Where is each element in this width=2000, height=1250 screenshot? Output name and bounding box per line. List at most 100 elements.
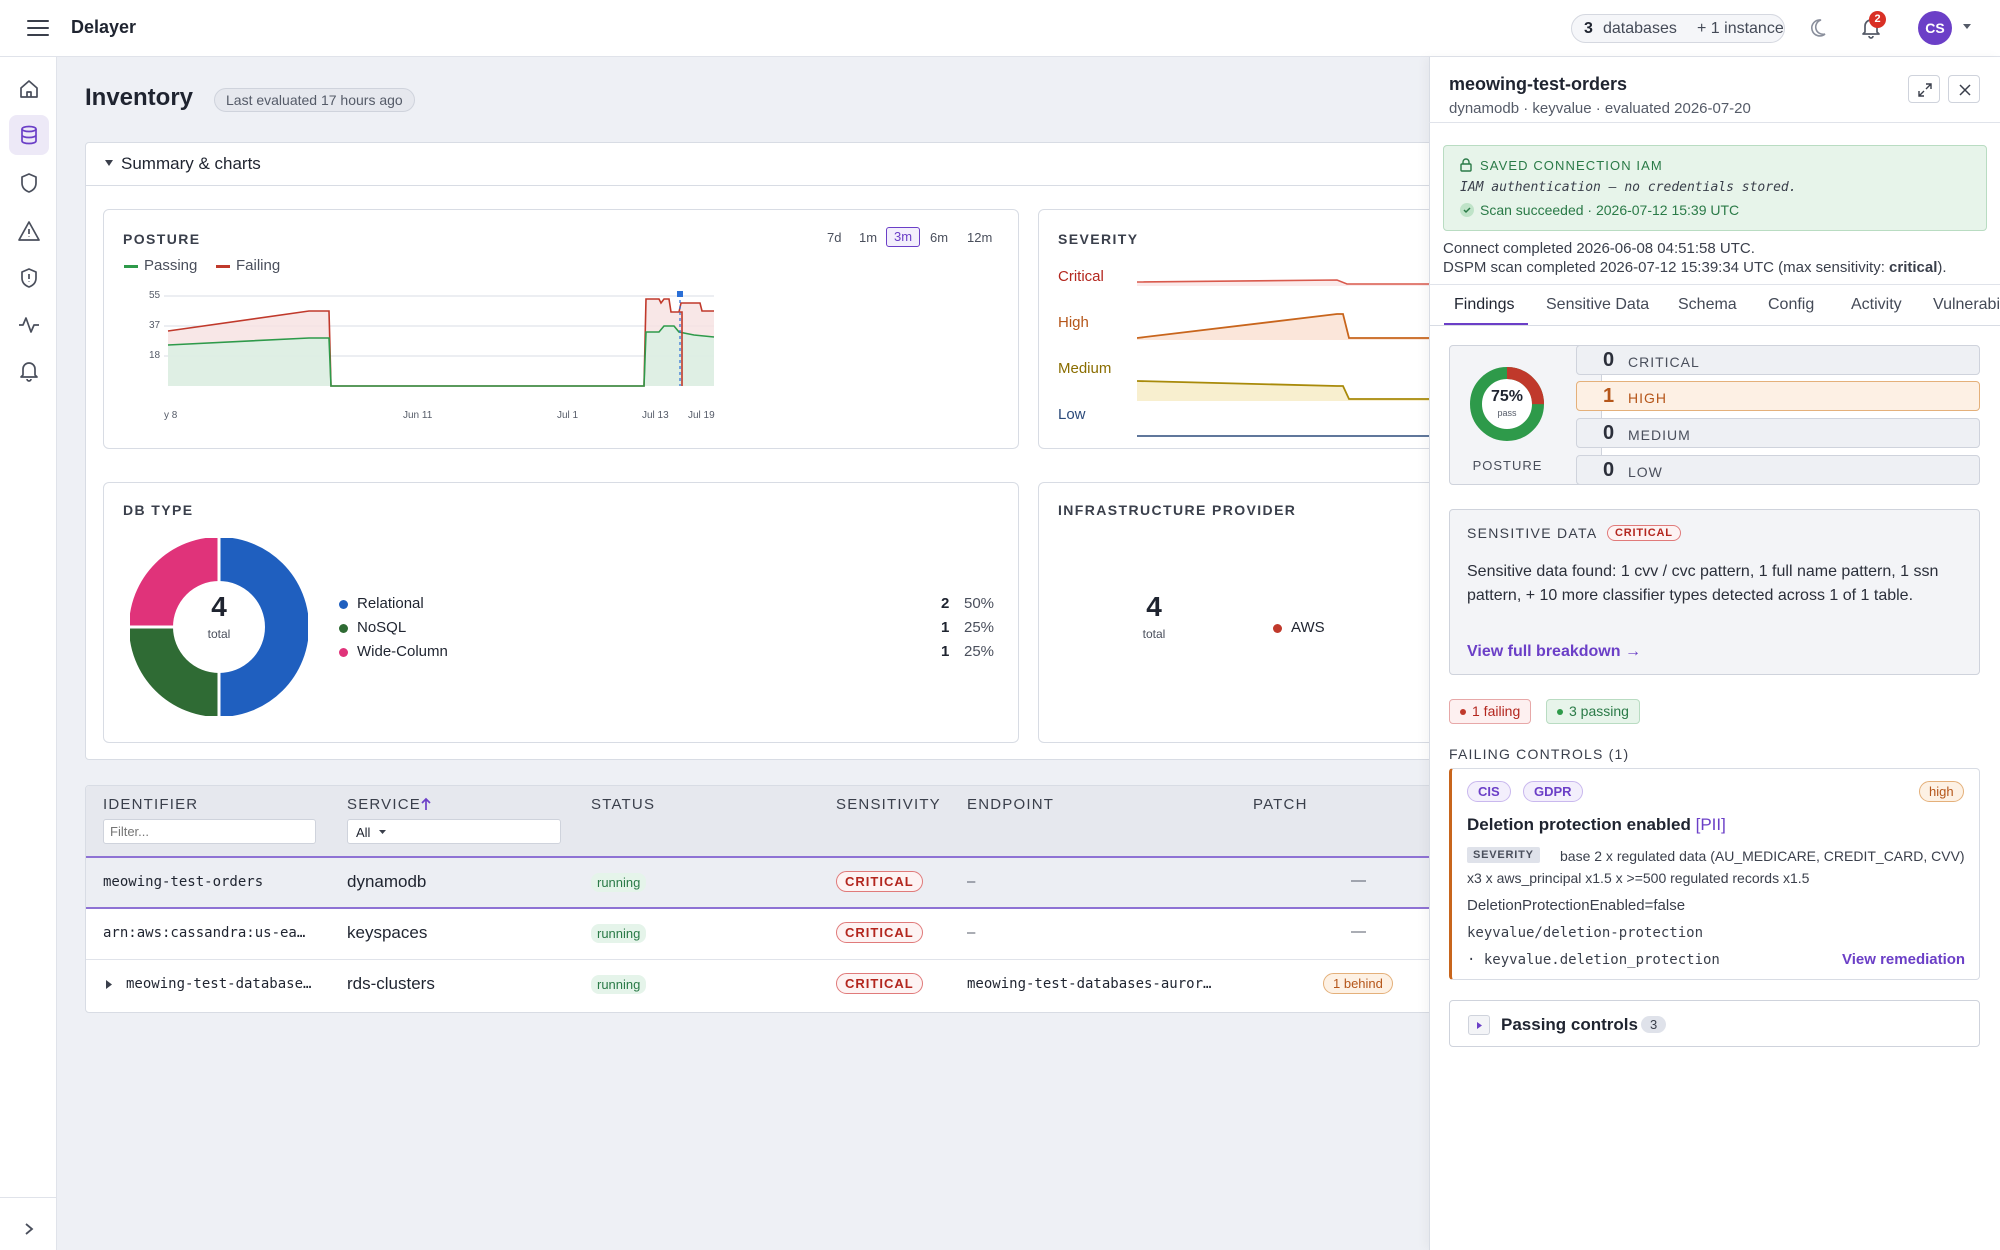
hover-marker xyxy=(677,291,683,297)
legend-aws: AWS xyxy=(1291,619,1325,636)
table-row[interactable]: meowing-test-orders dynamodb running CRI… xyxy=(86,856,1534,909)
activity-icon[interactable] xyxy=(9,305,49,345)
legend-passing: Passing xyxy=(144,257,198,274)
failing-dot xyxy=(1460,709,1466,715)
range-6m[interactable]: 6m xyxy=(930,230,949,245)
relational-count: 2 xyxy=(941,595,950,612)
view-remediation-link[interactable]: View remediation xyxy=(1842,951,1966,968)
chevron-down-icon[interactable] xyxy=(1963,24,1971,30)
moon-icon[interactable] xyxy=(1808,17,1828,39)
header-sensitivity[interactable]: SENSITIVITY xyxy=(836,796,941,813)
expand-button[interactable] xyxy=(1908,75,1940,103)
failing-control-card[interactable]: CIS GDPR high Deletion protection enable… xyxy=(1449,768,1980,980)
control-title-tag: [PII] xyxy=(1695,815,1726,834)
tab-sensitive-data[interactable]: Sensitive Data xyxy=(1546,296,1650,313)
relational-dot xyxy=(339,600,348,609)
control-check: DeletionProtectionEnabled=false xyxy=(1467,897,1686,914)
severity-high-row[interactable]: 1 HIGH xyxy=(1576,381,1980,411)
passing-controls-toggle[interactable]: Passing controls 3 xyxy=(1449,1000,1980,1047)
x-tick-1: Jun 11 xyxy=(403,410,433,421)
row-service: rds-clusters xyxy=(347,974,435,993)
patch-behind-badge: 1 behind xyxy=(1323,973,1393,994)
view-breakdown-link[interactable]: View full breakdown → xyxy=(1467,643,1641,660)
tab-activity[interactable]: Activity xyxy=(1851,296,1902,313)
sort-up-icon[interactable] xyxy=(420,797,432,811)
notification-badge: 2 xyxy=(1869,11,1886,28)
identifier-filter-input[interactable] xyxy=(103,819,316,844)
sidebar-divider xyxy=(0,1197,57,1198)
severity-medium-row[interactable]: 0 MEDIUM xyxy=(1576,418,1980,448)
passing-controls-title: Passing controls xyxy=(1501,1015,1638,1034)
tab-schema[interactable]: Schema xyxy=(1678,296,1737,313)
check-icon xyxy=(1460,203,1474,217)
panel-posture-pct: 75% xyxy=(1490,388,1524,405)
range-7d[interactable]: 7d xyxy=(827,230,842,245)
range-1m[interactable]: 1m xyxy=(859,230,878,245)
passing-chip[interactable]: 3 passing xyxy=(1546,699,1640,724)
row-service: keyspaces xyxy=(347,923,428,942)
lock-icon xyxy=(1460,158,1472,172)
dspm-end: ). xyxy=(1937,259,1947,276)
failing-chip-label: 1 failing xyxy=(1472,703,1521,719)
nosql-dot xyxy=(339,624,348,633)
severity-low-row[interactable]: 0 LOW xyxy=(1576,455,1980,485)
header-endpoint[interactable]: ENDPOINT xyxy=(967,796,1055,813)
table-row[interactable]: arn:aws:cassandra:us-ea… keyspaces runni… xyxy=(86,909,1534,960)
y-tick-18: 18 xyxy=(149,350,161,361)
db-label: databases xyxy=(1603,20,1677,37)
passing-swatch xyxy=(124,265,138,268)
failing-controls-title: FAILING CONTROLS (1) xyxy=(1449,746,1630,762)
sensitive-data-card: SENSITIVE DATA CRITICAL Sensitive data f… xyxy=(1449,509,1980,675)
high-count: 1 xyxy=(1603,385,1615,407)
panel-posture-label: POSTURE xyxy=(1472,458,1543,473)
summary-label: Summary & charts xyxy=(121,154,261,173)
db-total: 4 xyxy=(211,591,227,622)
range-3m[interactable]: 3m xyxy=(886,227,920,247)
severity-low-label: Low xyxy=(1058,406,1086,423)
panel-divider xyxy=(1429,122,2000,123)
header-patch[interactable]: PATCH xyxy=(1253,796,1308,813)
shield-alert-icon[interactable] xyxy=(9,258,49,298)
legend-wide-column: Wide-Column xyxy=(357,643,448,660)
expand-row-icon[interactable] xyxy=(106,980,113,989)
range-12m[interactable]: 12m xyxy=(967,230,993,245)
chevron-right-icon[interactable] xyxy=(9,1209,49,1249)
sensitive-badge: CRITICAL xyxy=(1607,525,1681,541)
header-service[interactable]: SERVICE xyxy=(347,796,421,813)
header-status[interactable]: STATUS xyxy=(591,796,656,813)
header-identifier[interactable]: IDENTIFIER xyxy=(103,796,199,813)
low-label: LOW xyxy=(1628,464,1663,480)
medium-label: MEDIUM xyxy=(1628,427,1691,443)
warning-icon[interactable] xyxy=(9,211,49,251)
app-title: Delayer xyxy=(71,17,137,37)
tab-config[interactable]: Config xyxy=(1768,296,1815,313)
severity-critical-row[interactable]: 0 CRITICAL xyxy=(1576,345,1980,375)
menu-icon[interactable] xyxy=(26,18,50,38)
scope-pill[interactable]: 3 databases + 1 instance xyxy=(1571,14,1785,43)
bell-icon[interactable] xyxy=(9,351,49,391)
connection-scan: Scan succeeded · 2026-07-12 15:39 UTC xyxy=(1480,202,1740,218)
home-icon[interactable] xyxy=(9,69,49,109)
service-filter-select[interactable]: All xyxy=(347,819,561,844)
row-patch: — xyxy=(1351,923,1366,940)
shield-icon[interactable] xyxy=(9,163,49,203)
database-icon[interactable] xyxy=(9,115,49,155)
panel-posture-donut xyxy=(1470,367,1544,441)
x-tick-0: y 8 xyxy=(164,410,178,421)
failing-swatch xyxy=(216,265,230,268)
avatar[interactable]: CS xyxy=(1918,11,1952,45)
row-sensitivity: CRITICAL xyxy=(836,973,923,994)
posture-title: POSTURE xyxy=(123,231,201,247)
tab-vulnerabilities[interactable]: Vulnerabi xyxy=(1933,296,2000,313)
tab-findings[interactable]: Findings xyxy=(1454,296,1515,313)
dspm-max: critical xyxy=(1889,259,1938,276)
legend-nosql: NoSQL xyxy=(357,619,407,636)
severity-card: SEVERITY Critical High Medium Low xyxy=(1038,209,1458,449)
failing-chip[interactable]: 1 failing xyxy=(1449,699,1532,724)
tag-gdpr: GDPR xyxy=(1523,781,1583,802)
close-button[interactable] xyxy=(1948,75,1980,103)
table-row[interactable]: meowing-test-database… rds-clusters runn… xyxy=(86,960,1534,1012)
summary-toggle[interactable]: Summary & charts xyxy=(85,142,1535,186)
infra-total-label: total xyxy=(1142,627,1166,641)
last-evaluated-badge: Last evaluated 17 hours ago xyxy=(214,88,415,112)
